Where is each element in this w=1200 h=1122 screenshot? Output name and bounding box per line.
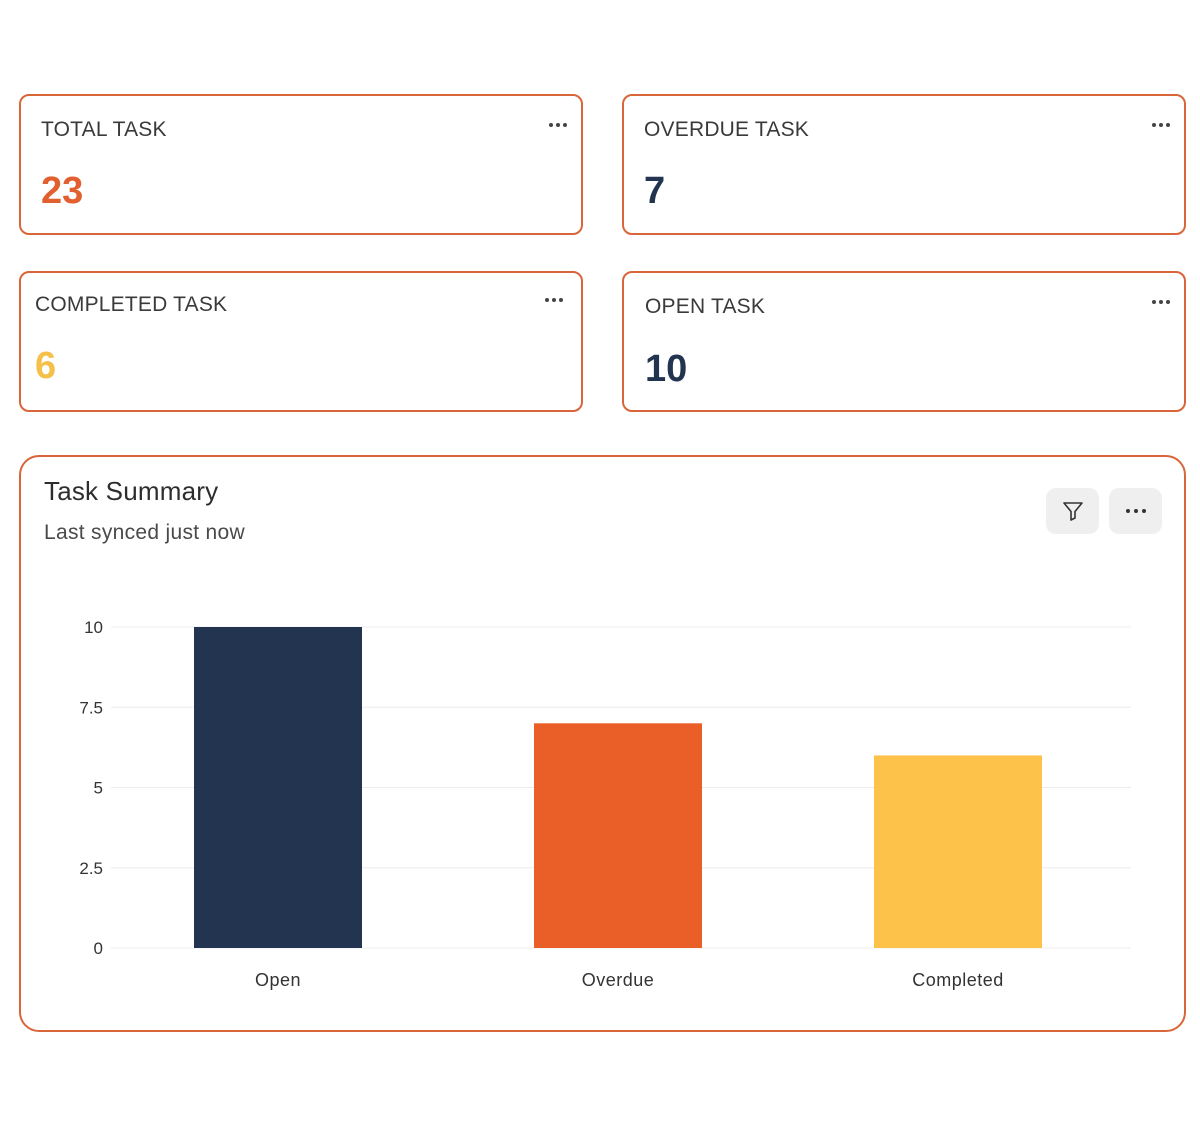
filter-icon — [1062, 502, 1083, 521]
y-tick-label: 0 — [94, 939, 103, 958]
open-task-card: OPEN TASK 10 — [622, 271, 1186, 412]
more-options-icon[interactable] — [545, 293, 563, 307]
y-tick-label: 7.5 — [79, 698, 103, 717]
bar-completed — [874, 755, 1042, 948]
x-tick-label: Overdue — [582, 970, 655, 990]
open-task-value: 10 — [645, 348, 688, 390]
summary-subtitle: Last synced just now — [44, 521, 245, 544]
y-tick-label: 5 — [94, 779, 103, 798]
more-icon — [1125, 509, 1146, 513]
open-task-label: OPEN TASK — [645, 295, 766, 318]
overdue-task-value: 7 — [644, 170, 666, 212]
more-options-icon[interactable] — [549, 118, 567, 132]
total-task-value: 23 — [41, 170, 84, 212]
y-tick-label: 10 — [84, 618, 103, 637]
summary-more-button[interactable] — [1109, 488, 1162, 534]
y-tick-label: 2.5 — [79, 859, 103, 878]
completed-task-value: 6 — [35, 345, 57, 387]
filter-button[interactable] — [1046, 488, 1099, 534]
task-summary-card: Task Summary Last synced just now 0 2.5 5 7… — [19, 455, 1186, 1032]
total-task-label: TOTAL TASK — [41, 118, 167, 141]
bar-overdue — [534, 723, 702, 948]
x-tick-label: Open — [255, 970, 301, 990]
bar-open — [194, 627, 362, 948]
completed-task-card: COMPLETED TASK 6 — [19, 271, 583, 412]
completed-task-label: COMPLETED TASK — [35, 293, 228, 316]
summary-title: Task Summary — [44, 476, 219, 506]
overdue-task-label: OVERDUE TASK — [644, 118, 809, 141]
overdue-task-card: OVERDUE TASK 7 — [622, 94, 1186, 235]
more-options-icon[interactable] — [1152, 118, 1170, 132]
x-tick-label: Completed — [912, 970, 1004, 990]
total-task-card: TOTAL TASK 23 — [19, 94, 583, 235]
more-options-icon[interactable] — [1152, 295, 1170, 309]
task-summary-chart: 0 2.5 5 7.5 10 Open Overdue Completed — [79, 618, 1131, 990]
